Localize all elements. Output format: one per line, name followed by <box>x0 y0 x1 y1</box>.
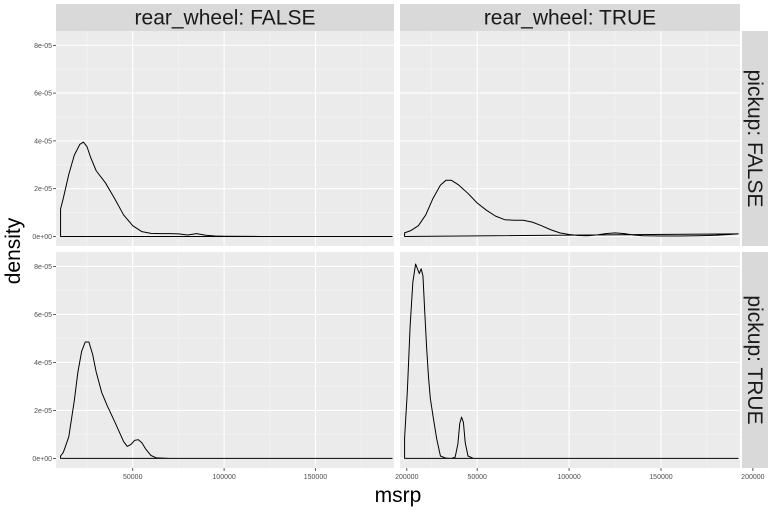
y-tick-label: 6e-05 <box>34 312 52 319</box>
col-strip-0 <box>56 4 394 31</box>
panel-r1-c1 <box>400 252 740 468</box>
col-strip-label-1: rear_wheel: TRUE <box>484 7 656 30</box>
panels-layer <box>56 31 740 468</box>
x-tick-label: 50000 <box>123 474 143 481</box>
panel-background <box>56 31 394 246</box>
x-tick-label: 200000 <box>395 474 418 481</box>
y-tick-label: 4e-05 <box>34 360 52 367</box>
y-tick-label: 8e-05 <box>34 43 52 50</box>
row-strip-label-0: pickup: FALSE <box>743 70 766 208</box>
y-tick-label: 8e-05 <box>34 264 52 271</box>
row-strip-0 <box>742 31 768 246</box>
col-strip-1 <box>400 4 740 31</box>
row-strip-1 <box>742 252 768 468</box>
strips-layer: rear_wheel: FALSE rear_wheel: TRUE pickup:… <box>56 4 768 468</box>
x-tick-label: 100000 <box>557 474 580 481</box>
y-tick-label: 0e+00 <box>32 456 52 463</box>
y-axis-title: density <box>2 217 25 284</box>
y-tick-label: 6e-05 <box>34 91 52 98</box>
y-tick-label: 4e-05 <box>34 138 52 145</box>
x-tick-label: 150000 <box>649 474 672 481</box>
x-tick-label: 50000 <box>467 474 487 481</box>
density-curve <box>404 263 739 459</box>
density-curve <box>60 141 393 237</box>
y-tick-label: 2e-05 <box>34 408 52 415</box>
panel-r0-c0 <box>56 31 394 246</box>
density-curve <box>60 341 393 459</box>
y-tick-label: 2e-05 <box>34 186 52 193</box>
y-tick-label: 0e+00 <box>32 234 52 241</box>
x-tick-label: 100000 <box>212 474 235 481</box>
panel-r0-c1 <box>400 31 740 246</box>
density-curve <box>404 179 739 237</box>
row-strip-label-1: pickup: TRUE <box>743 295 766 424</box>
axes-layer: 0e+00 2e-05 4e-05 6e-05 8e-05 0e+00 2e-05 4e-05… <box>32 43 764 481</box>
x-tick-label: 200000 <box>741 474 764 481</box>
x-axis-title: msrp <box>375 484 422 507</box>
x-tick-label: 150000 <box>304 474 327 481</box>
panel-r1-c0 <box>56 252 394 468</box>
panel-background <box>400 31 740 246</box>
panel-background <box>400 252 740 468</box>
col-strip-label-0: rear_wheel: FALSE <box>135 7 316 30</box>
panel-background <box>56 252 394 468</box>
